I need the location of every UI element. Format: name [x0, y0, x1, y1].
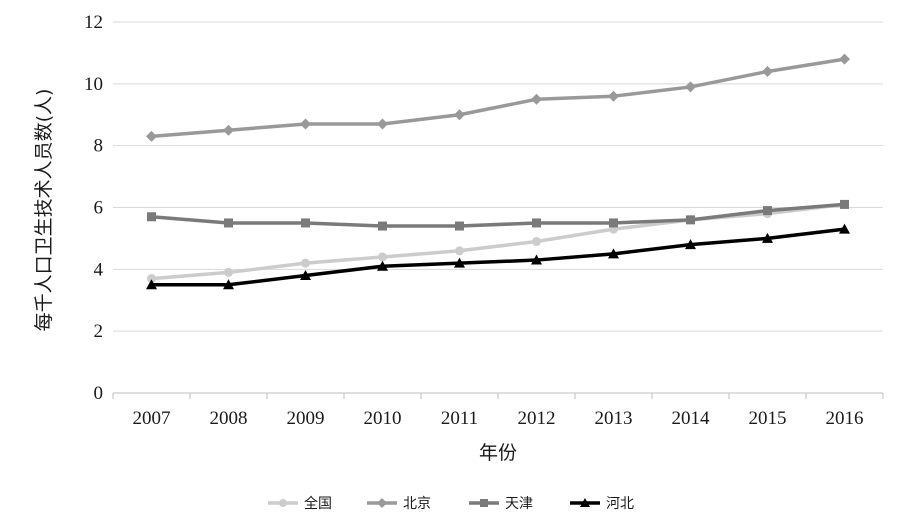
x-tick-label: 2009: [287, 408, 325, 429]
y-tick-label: 4: [94, 259, 104, 280]
data-point: [839, 53, 850, 65]
legend: 全国 北京 天津 河北: [268, 495, 634, 512]
series-北京: [146, 53, 850, 142]
data-point: [608, 248, 619, 259]
data-point: [454, 257, 465, 268]
x-tick-label: 2011: [441, 408, 478, 429]
data-point: [146, 279, 157, 290]
legend-marker: [480, 499, 488, 507]
y-tick-label: 12: [84, 12, 103, 33]
legend-item: 北京: [367, 496, 431, 512]
legend-label: 河北: [606, 496, 634, 512]
data-point: [455, 221, 464, 231]
data-point: [377, 260, 388, 271]
x-tick-label: 2014: [672, 408, 711, 429]
y-axis-title: 每千人口卫生技术人员数(人): [33, 89, 55, 332]
legend-item: 全国: [268, 495, 332, 512]
legend-item: 河北: [570, 496, 634, 512]
data-point: [377, 118, 388, 130]
y-tick-label: 0: [94, 383, 104, 404]
data-point: [840, 199, 849, 209]
x-tick-label: 2007: [133, 408, 171, 429]
data-point: [223, 279, 234, 290]
data-point: [301, 218, 310, 228]
data-point: [763, 206, 772, 216]
data-point: [147, 212, 156, 222]
data-point: [223, 124, 234, 136]
series-天津: [147, 199, 849, 231]
axis-layer: [112, 392, 884, 399]
data-point: [685, 81, 696, 93]
legend-item: 天津: [469, 496, 533, 512]
data-point: [300, 118, 311, 130]
x-tick-label: 2013: [595, 408, 633, 429]
data-point: [531, 254, 542, 265]
data-point: [147, 274, 156, 284]
legend-marker: [279, 499, 287, 507]
data-point: [455, 246, 464, 256]
series-line: [151, 227, 845, 287]
data-point: [532, 237, 541, 247]
data-point: [762, 65, 773, 77]
legend-label: 全国: [304, 495, 332, 512]
data-point: [531, 93, 542, 105]
data-point: [224, 267, 233, 277]
data-point: [378, 252, 387, 262]
x-tick-label: 2012: [518, 408, 556, 429]
data-point: [300, 270, 311, 281]
data-point: [146, 130, 157, 142]
series-河北: [146, 223, 850, 290]
data-point: [762, 232, 773, 243]
data-point: [301, 258, 310, 268]
data-point: [608, 90, 619, 102]
x-tick-label: 2010: [364, 408, 402, 429]
data-point: [686, 215, 695, 225]
series-layer: [146, 53, 850, 290]
x-axis-title: 年份: [479, 442, 517, 464]
data-point: [685, 239, 696, 250]
data-point: [454, 109, 465, 121]
y-tick-label: 10: [84, 74, 103, 95]
legend-marker: [580, 498, 590, 507]
data-point: [224, 218, 233, 228]
y-tick-label: 6: [94, 198, 104, 219]
legend-label: 北京: [403, 496, 431, 512]
series-line: [151, 202, 845, 228]
y-tick-label: 8: [94, 136, 104, 157]
legend-label: 天津: [505, 496, 533, 512]
x-tick-label: 2016: [826, 408, 864, 429]
legend-marker: [377, 498, 387, 508]
label-layer: 0 2 4 6 8 10 12 2007 2008 2009 2010 2011 2012 2013 201…: [84, 12, 864, 429]
x-tick-label: 2008: [210, 408, 248, 429]
series-line: [151, 57, 845, 139]
data-point: [532, 218, 541, 228]
data-point: [839, 223, 850, 234]
data-point: [609, 218, 618, 228]
y-tick-label: 2: [94, 321, 104, 342]
x-tick-label: 2015: [749, 408, 787, 429]
data-point: [378, 221, 387, 231]
